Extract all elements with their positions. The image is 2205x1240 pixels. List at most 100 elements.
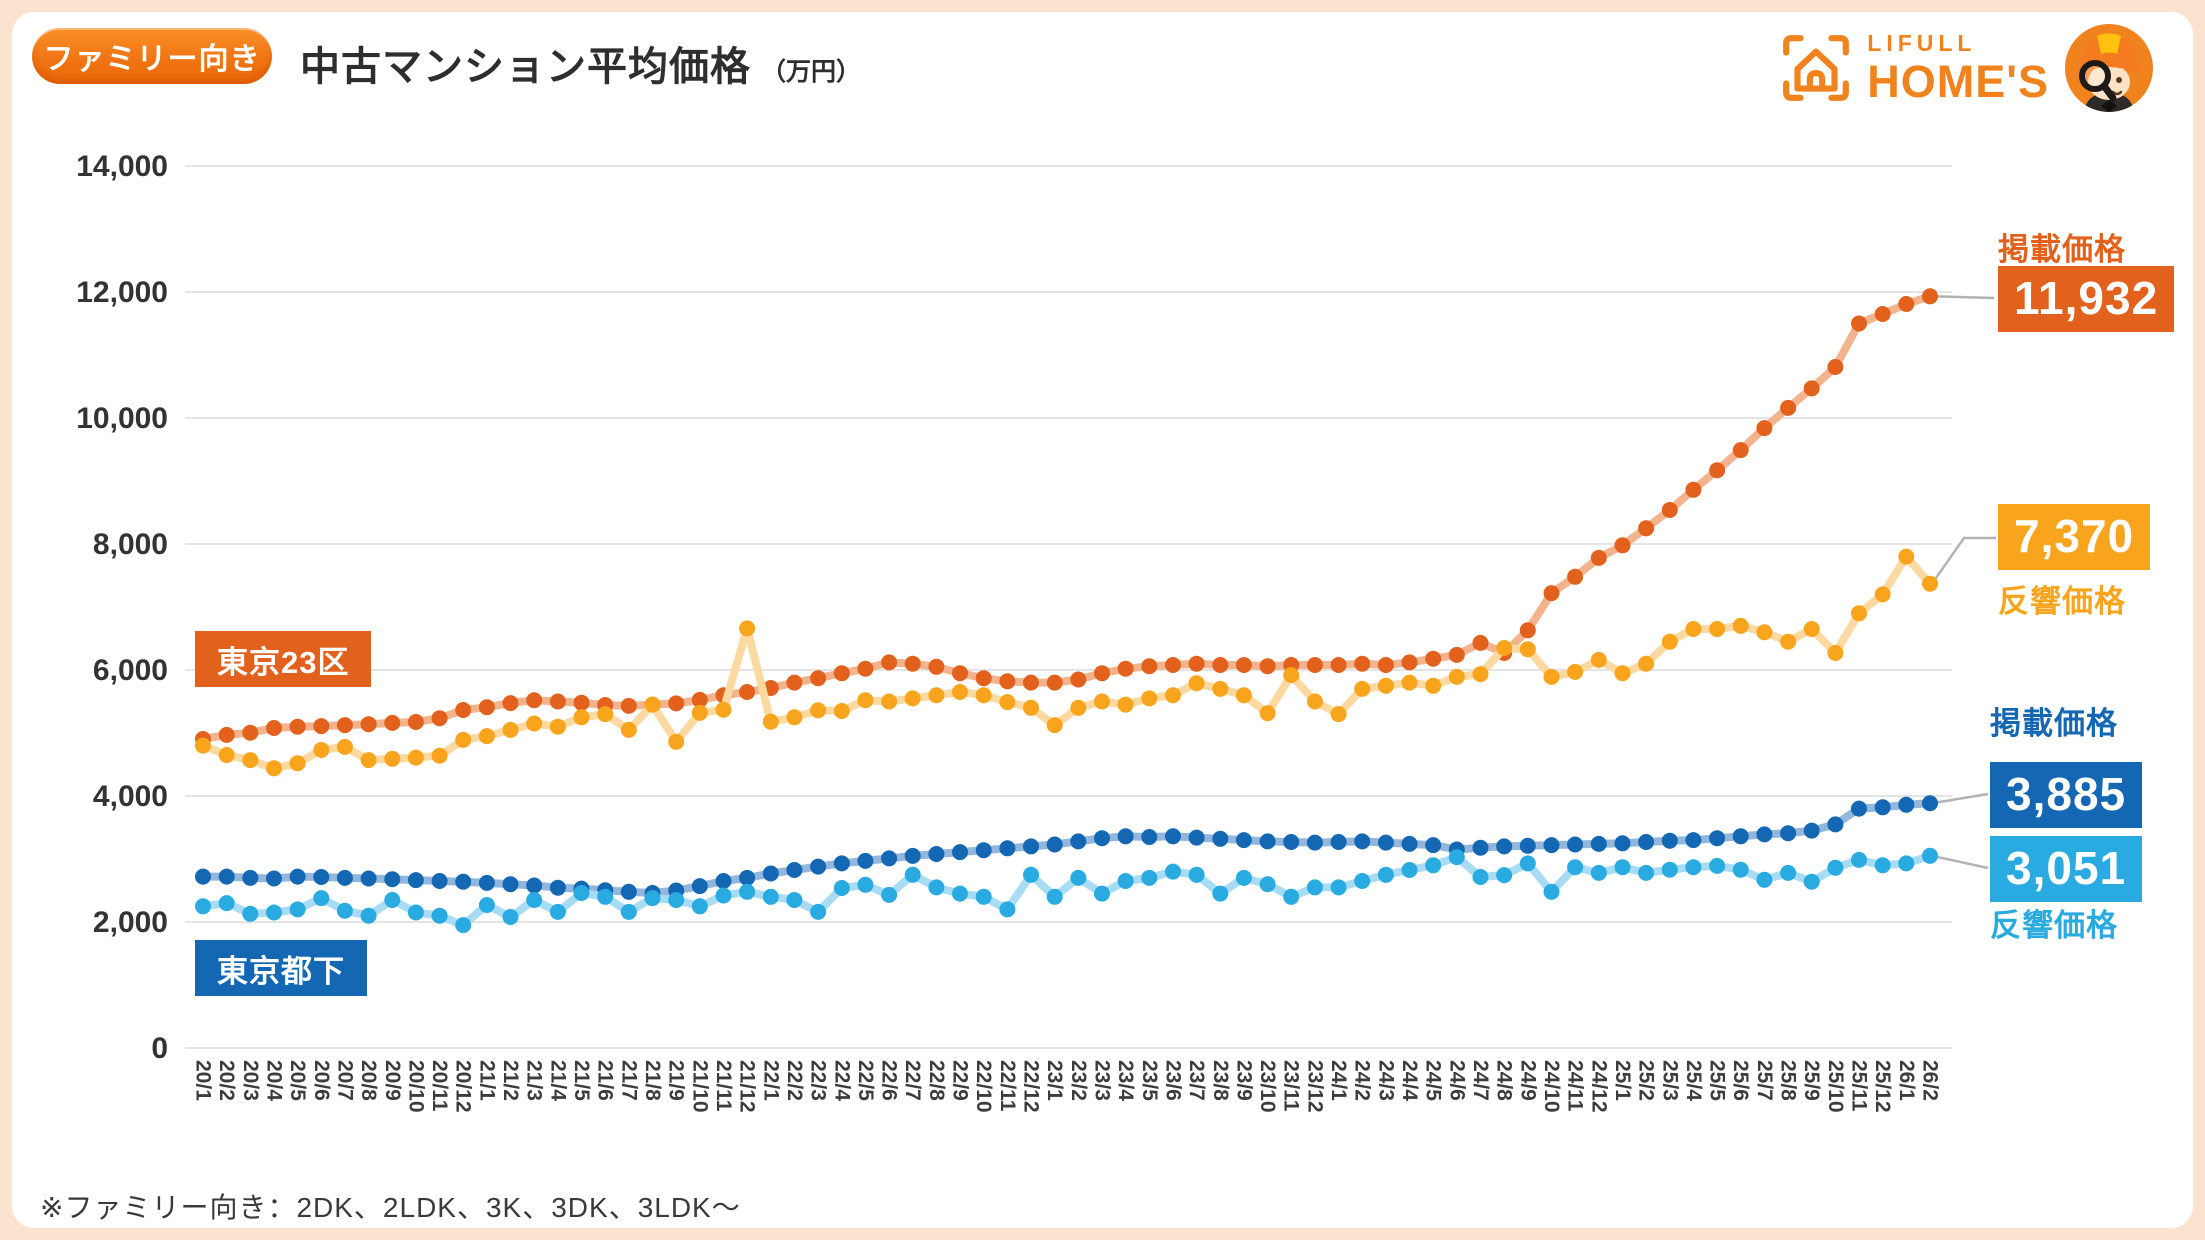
label-toka-listed: 掲載価格 <box>1990 698 2118 743</box>
group-label-tokyo-toka: 東京都下 <box>195 940 367 996</box>
brand-top: LIFULL <box>1867 30 1977 56</box>
svg-text:22/12: 22/12 <box>1020 1060 1043 1113</box>
end-value-tokyo23-listed-text: 11,932 <box>2014 272 2159 324</box>
svg-text:20/12: 20/12 <box>452 1060 475 1113</box>
svg-text:24/1: 24/1 <box>1327 1060 1350 1101</box>
svg-text:21/9: 21/9 <box>665 1060 688 1101</box>
svg-text:24/12: 24/12 <box>1587 1060 1610 1113</box>
svg-text:14,000: 14,000 <box>76 150 168 183</box>
svg-text:25/11: 25/11 <box>1848 1060 1871 1112</box>
svg-text:24/11: 24/11 <box>1564 1060 1587 1112</box>
svg-text:23/1: 23/1 <box>1043 1060 1066 1101</box>
svg-text:23/11: 23/11 <box>1280 1060 1303 1112</box>
svg-text:24/9: 24/9 <box>1516 1060 1539 1101</box>
svg-text:22/7: 22/7 <box>901 1060 924 1101</box>
group-label-tokyo23-text: 東京23区 <box>217 644 350 680</box>
label-tokyo23-hankyo: 反響価格 <box>1998 576 2126 621</box>
svg-text:23/6: 23/6 <box>1161 1060 1184 1101</box>
svg-text:25/4: 25/4 <box>1682 1060 1705 1101</box>
label-tokyo23-listed-text: 掲載価格 <box>1998 232 2126 267</box>
svg-text:22/1: 22/1 <box>759 1060 782 1101</box>
svg-text:20/5: 20/5 <box>286 1060 309 1101</box>
svg-text:23/10: 23/10 <box>1256 1060 1279 1113</box>
svg-text:23/3: 23/3 <box>1090 1060 1113 1101</box>
svg-text:20/8: 20/8 <box>357 1060 380 1101</box>
chart-card <box>12 12 2193 1228</box>
svg-text:24/4: 24/4 <box>1398 1060 1421 1101</box>
brand-bottom: HOME'S <box>1867 56 2049 107</box>
footnote: ※ファミリー向き：2DK、2LDK、3K、3DK、3LDK〜 <box>40 1192 741 1223</box>
svg-text:25/6: 25/6 <box>1729 1060 1752 1101</box>
svg-text:25/7: 25/7 <box>1753 1060 1776 1101</box>
svg-text:20/9: 20/9 <box>381 1060 404 1101</box>
group-label-tokyo23: 東京23区 <box>195 631 372 687</box>
svg-text:8,000: 8,000 <box>93 528 168 561</box>
label-toka-hankyo: 反響価格 <box>1990 900 2118 945</box>
svg-text:22/5: 22/5 <box>854 1060 877 1101</box>
svg-text:24/3: 24/3 <box>1374 1060 1397 1101</box>
svg-text:23/7: 23/7 <box>1185 1060 1208 1101</box>
category-badge: ファミリー向き <box>32 28 272 84</box>
svg-text:23/4: 23/4 <box>1114 1060 1137 1101</box>
end-value-tokyo23-hankyo-text: 7,370 <box>2014 510 2135 562</box>
svg-text:22/3: 22/3 <box>807 1060 830 1101</box>
svg-text:21/11: 21/11 <box>712 1060 735 1112</box>
svg-text:6,000: 6,000 <box>93 654 168 687</box>
svg-text:22/11: 22/11 <box>996 1060 1019 1112</box>
end-value-tokyo23-hankyo: 7,370 <box>1998 504 2151 570</box>
group-label-tokyo-toka-text: 東京都下 <box>217 953 345 989</box>
svg-text:25/1: 25/1 <box>1611 1060 1634 1101</box>
svg-text:23/9: 23/9 <box>1232 1060 1255 1101</box>
svg-text:12,000: 12,000 <box>76 276 168 309</box>
svg-text:23/5: 23/5 <box>1138 1060 1161 1101</box>
svg-text:24/7: 24/7 <box>1469 1060 1492 1101</box>
svg-text:21/6: 21/6 <box>594 1060 617 1101</box>
brand-logo: LIFULL HOME'S <box>1779 22 2155 114</box>
svg-text:23/2: 23/2 <box>1067 1060 1090 1101</box>
svg-text:20/1: 20/1 <box>192 1060 215 1101</box>
svg-text:21/7: 21/7 <box>617 1060 640 1101</box>
svg-text:2,000: 2,000 <box>93 906 168 939</box>
svg-text:25/12: 25/12 <box>1871 1060 1894 1113</box>
brand-wordmark: LIFULL HOME'S <box>1867 30 2049 107</box>
end-value-toka-listed-text: 3,885 <box>2006 768 2127 820</box>
svg-text:22/4: 22/4 <box>830 1060 853 1101</box>
svg-text:22/10: 22/10 <box>972 1060 995 1113</box>
svg-text:25/2: 25/2 <box>1635 1060 1658 1101</box>
svg-text:22/6: 22/6 <box>878 1060 901 1101</box>
svg-text:22/2: 22/2 <box>783 1060 806 1101</box>
end-value-toka-hankyo-text: 3,051 <box>2006 842 2127 894</box>
lifull-homes-house-icon <box>1783 35 1850 101</box>
page-title: 中古マンション平均価格 （万円） <box>300 34 861 92</box>
svg-text:26/1: 26/1 <box>1895 1060 1918 1101</box>
svg-text:21/8: 21/8 <box>641 1060 664 1101</box>
svg-text:21/10: 21/10 <box>688 1060 711 1113</box>
svg-text:24/10: 24/10 <box>1540 1060 1563 1113</box>
svg-text:22/9: 22/9 <box>949 1060 972 1101</box>
svg-text:25/3: 25/3 <box>1658 1060 1681 1101</box>
svg-text:21/4: 21/4 <box>546 1060 569 1101</box>
svg-text:25/10: 25/10 <box>1824 1060 1847 1113</box>
label-toka-hankyo-text: 反響価格 <box>1990 908 2118 943</box>
svg-text:23/8: 23/8 <box>1209 1060 1232 1101</box>
svg-text:25/9: 25/9 <box>1800 1060 1823 1101</box>
svg-text:0: 0 <box>151 1032 168 1065</box>
mascot-icon <box>2065 24 2153 112</box>
chart-title: 中古マンション平均価格 <box>300 45 751 89</box>
label-tokyo23-hankyo-text: 反響価格 <box>1998 584 2126 619</box>
svg-text:20/3: 20/3 <box>239 1060 262 1101</box>
svg-text:20/11: 20/11 <box>428 1060 451 1112</box>
chart-title-unit: （万円） <box>761 58 862 86</box>
svg-text:21/2: 21/2 <box>499 1060 522 1101</box>
category-badge-label: ファミリー向き <box>43 43 261 76</box>
svg-text:21/5: 21/5 <box>570 1060 593 1101</box>
svg-text:23/12: 23/12 <box>1303 1060 1326 1113</box>
svg-text:24/5: 24/5 <box>1422 1060 1445 1101</box>
svg-text:22/8: 22/8 <box>925 1060 948 1101</box>
label-toka-listed-text: 掲載価格 <box>1990 706 2118 741</box>
svg-text:24/6: 24/6 <box>1445 1060 1468 1101</box>
svg-text:20/4: 20/4 <box>262 1060 285 1101</box>
svg-text:21/1: 21/1 <box>475 1060 498 1101</box>
